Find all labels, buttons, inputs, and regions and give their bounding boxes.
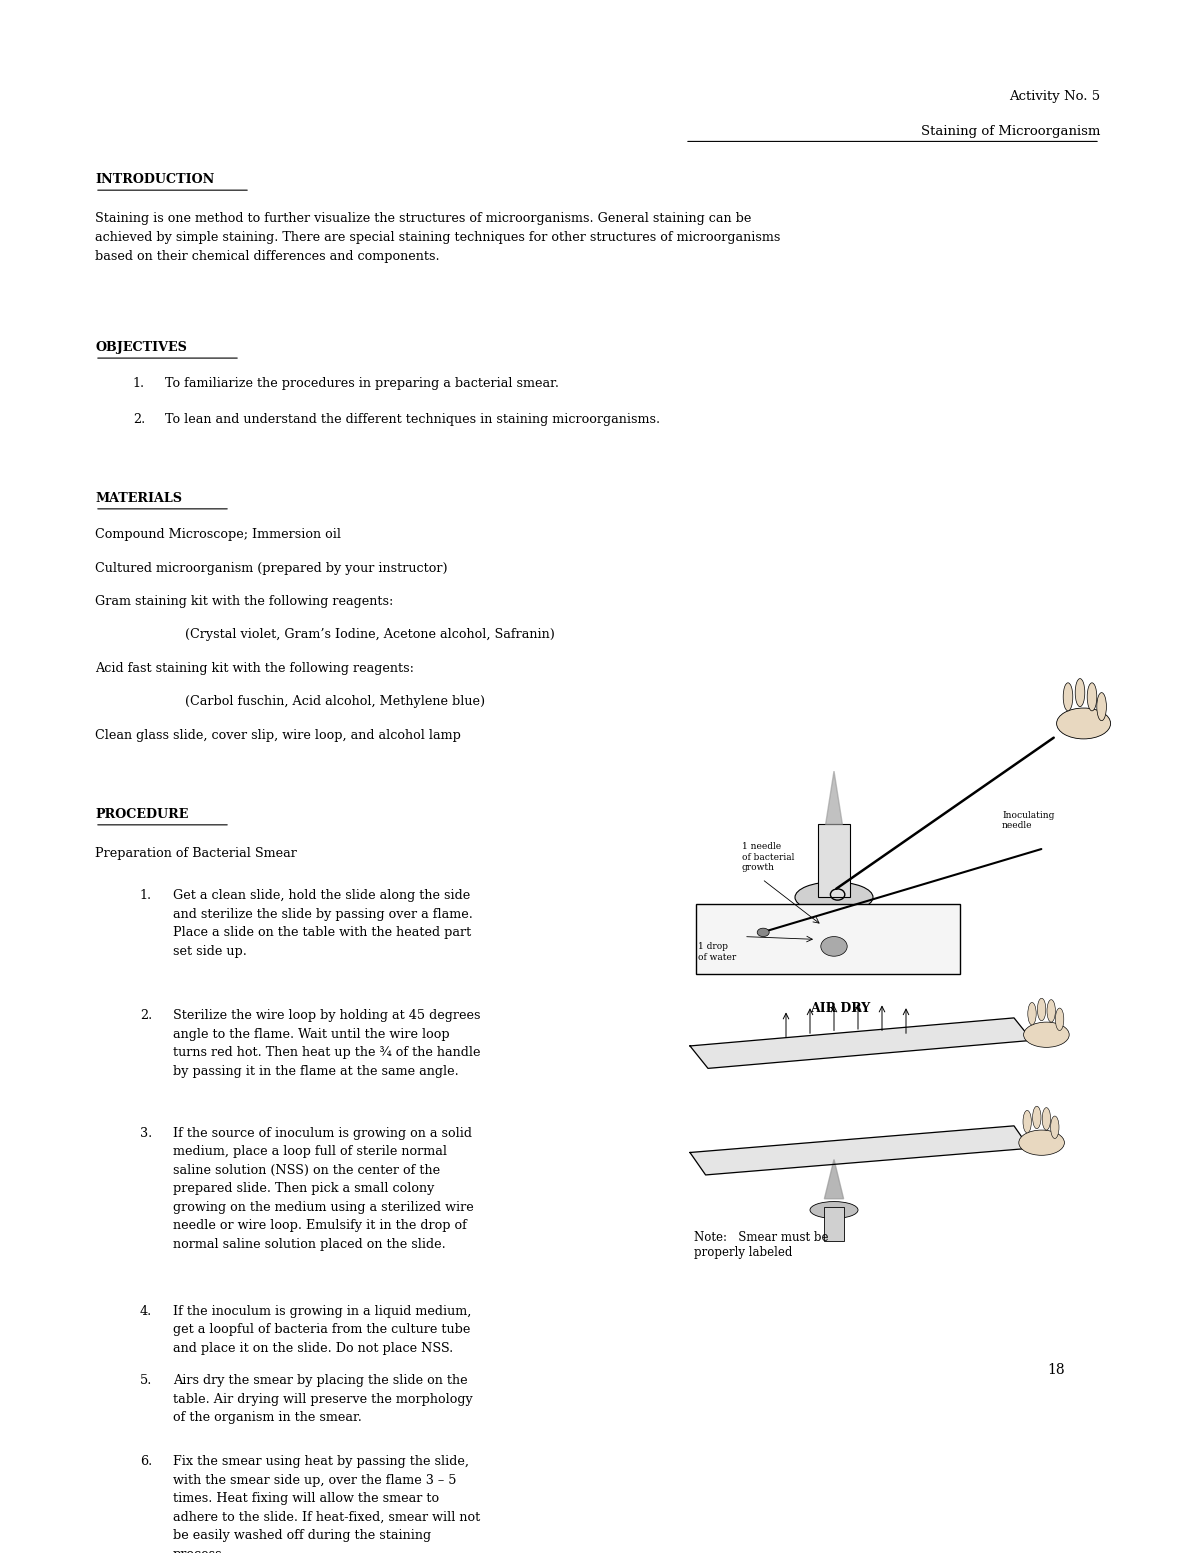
- Ellipse shape: [757, 929, 769, 936]
- Text: (Carbol fuschin, Acid alcohol, Methylene blue): (Carbol fuschin, Acid alcohol, Methylene…: [185, 696, 485, 708]
- Ellipse shape: [1024, 1022, 1069, 1047]
- Polygon shape: [690, 1126, 1030, 1176]
- Text: Cultured microorganism (prepared by your instructor): Cultured microorganism (prepared by your…: [95, 562, 448, 575]
- Ellipse shape: [794, 882, 872, 913]
- Ellipse shape: [1032, 1106, 1042, 1129]
- Text: 4.: 4.: [140, 1305, 152, 1317]
- Text: 2.: 2.: [140, 1009, 152, 1022]
- Text: Note:   Smear must be
properly labeled: Note: Smear must be properly labeled: [694, 1232, 828, 1259]
- Text: AIR DRY: AIR DRY: [810, 1003, 870, 1016]
- Ellipse shape: [1037, 999, 1046, 1020]
- Text: 2.: 2.: [133, 413, 145, 427]
- Text: 1 needle
of bacterial
growth: 1 needle of bacterial growth: [742, 842, 794, 873]
- Bar: [824, 1207, 844, 1241]
- Text: 5.: 5.: [140, 1374, 152, 1387]
- Ellipse shape: [1057, 708, 1111, 739]
- Text: PROCEDURE: PROCEDURE: [95, 808, 188, 822]
- Text: Staining of Microorganism: Staining of Microorganism: [920, 124, 1100, 138]
- Ellipse shape: [1019, 1131, 1064, 1155]
- Bar: [696, 904, 960, 974]
- Ellipse shape: [810, 1202, 858, 1219]
- Ellipse shape: [1042, 1107, 1051, 1131]
- Text: 18: 18: [1048, 1364, 1064, 1378]
- Text: Clean glass slide, cover slip, wire loop, and alcohol lamp: Clean glass slide, cover slip, wire loop…: [95, 728, 461, 742]
- Ellipse shape: [821, 936, 847, 957]
- Text: Inoculating
needle: Inoculating needle: [1002, 811, 1055, 829]
- Ellipse shape: [1075, 679, 1085, 707]
- Text: Preparation of Bacterial Smear: Preparation of Bacterial Smear: [95, 846, 296, 860]
- Polygon shape: [826, 772, 842, 825]
- Text: (Crystal violet, Gram’s Iodine, Acetone alcohol, Safranin): (Crystal violet, Gram’s Iodine, Acetone …: [185, 629, 554, 641]
- Text: INTRODUCTION: INTRODUCTION: [95, 174, 215, 186]
- Text: Airs dry the smear by placing the slide on the
table. Air drying will preserve t: Airs dry the smear by placing the slide …: [173, 1374, 473, 1424]
- Ellipse shape: [1056, 1008, 1064, 1031]
- Ellipse shape: [1063, 683, 1073, 711]
- Polygon shape: [824, 1160, 844, 1199]
- Text: To lean and understand the different techniques in staining microorganisms.: To lean and understand the different tec…: [164, 413, 660, 427]
- Text: Compound Microscope; Immersion oil: Compound Microscope; Immersion oil: [95, 528, 341, 540]
- Ellipse shape: [1051, 1117, 1060, 1138]
- Text: Sterilize the wire loop by holding at 45 degrees
angle to the flame. Wait until : Sterilize the wire loop by holding at 45…: [173, 1009, 480, 1078]
- Text: 6.: 6.: [140, 1455, 152, 1468]
- Text: 1.: 1.: [133, 377, 145, 390]
- Text: Get a clean slide, hold the slide along the side
and sterilize the slide by pass: Get a clean slide, hold the slide along …: [173, 890, 473, 958]
- Text: 3.: 3.: [140, 1127, 152, 1140]
- Text: If the source of inoculum is growing on a solid
medium, place a loop full of ste: If the source of inoculum is growing on …: [173, 1127, 474, 1250]
- Bar: [818, 825, 850, 898]
- Text: Gram staining kit with the following reagents:: Gram staining kit with the following rea…: [95, 595, 394, 607]
- Text: MATERIALS: MATERIALS: [95, 492, 182, 505]
- Polygon shape: [690, 1017, 1032, 1068]
- Text: 1 drop
of water: 1 drop of water: [698, 943, 737, 961]
- Text: Acid fast staining kit with the following reagents:: Acid fast staining kit with the followin…: [95, 662, 414, 674]
- Ellipse shape: [1022, 1110, 1032, 1132]
- Text: Fix the smear using heat by passing the slide,
with the smear side up, over the : Fix the smear using heat by passing the …: [173, 1455, 480, 1553]
- Ellipse shape: [1027, 1003, 1037, 1025]
- Text: Staining is one method to further visualize the structures of microorganisms. Ge: Staining is one method to further visual…: [95, 213, 780, 262]
- Text: If the inoculum is growing in a liquid medium,
get a loopful of bacteria from th: If the inoculum is growing in a liquid m…: [173, 1305, 472, 1354]
- Text: Activity No. 5: Activity No. 5: [1009, 90, 1100, 104]
- Text: 1.: 1.: [140, 890, 152, 902]
- Ellipse shape: [1046, 1000, 1056, 1022]
- Text: To familiarize the procedures in preparing a bacterial smear.: To familiarize the procedures in prepari…: [164, 377, 559, 390]
- Ellipse shape: [1097, 693, 1106, 721]
- Ellipse shape: [1087, 683, 1097, 711]
- Text: OBJECTIVES: OBJECTIVES: [95, 342, 187, 354]
